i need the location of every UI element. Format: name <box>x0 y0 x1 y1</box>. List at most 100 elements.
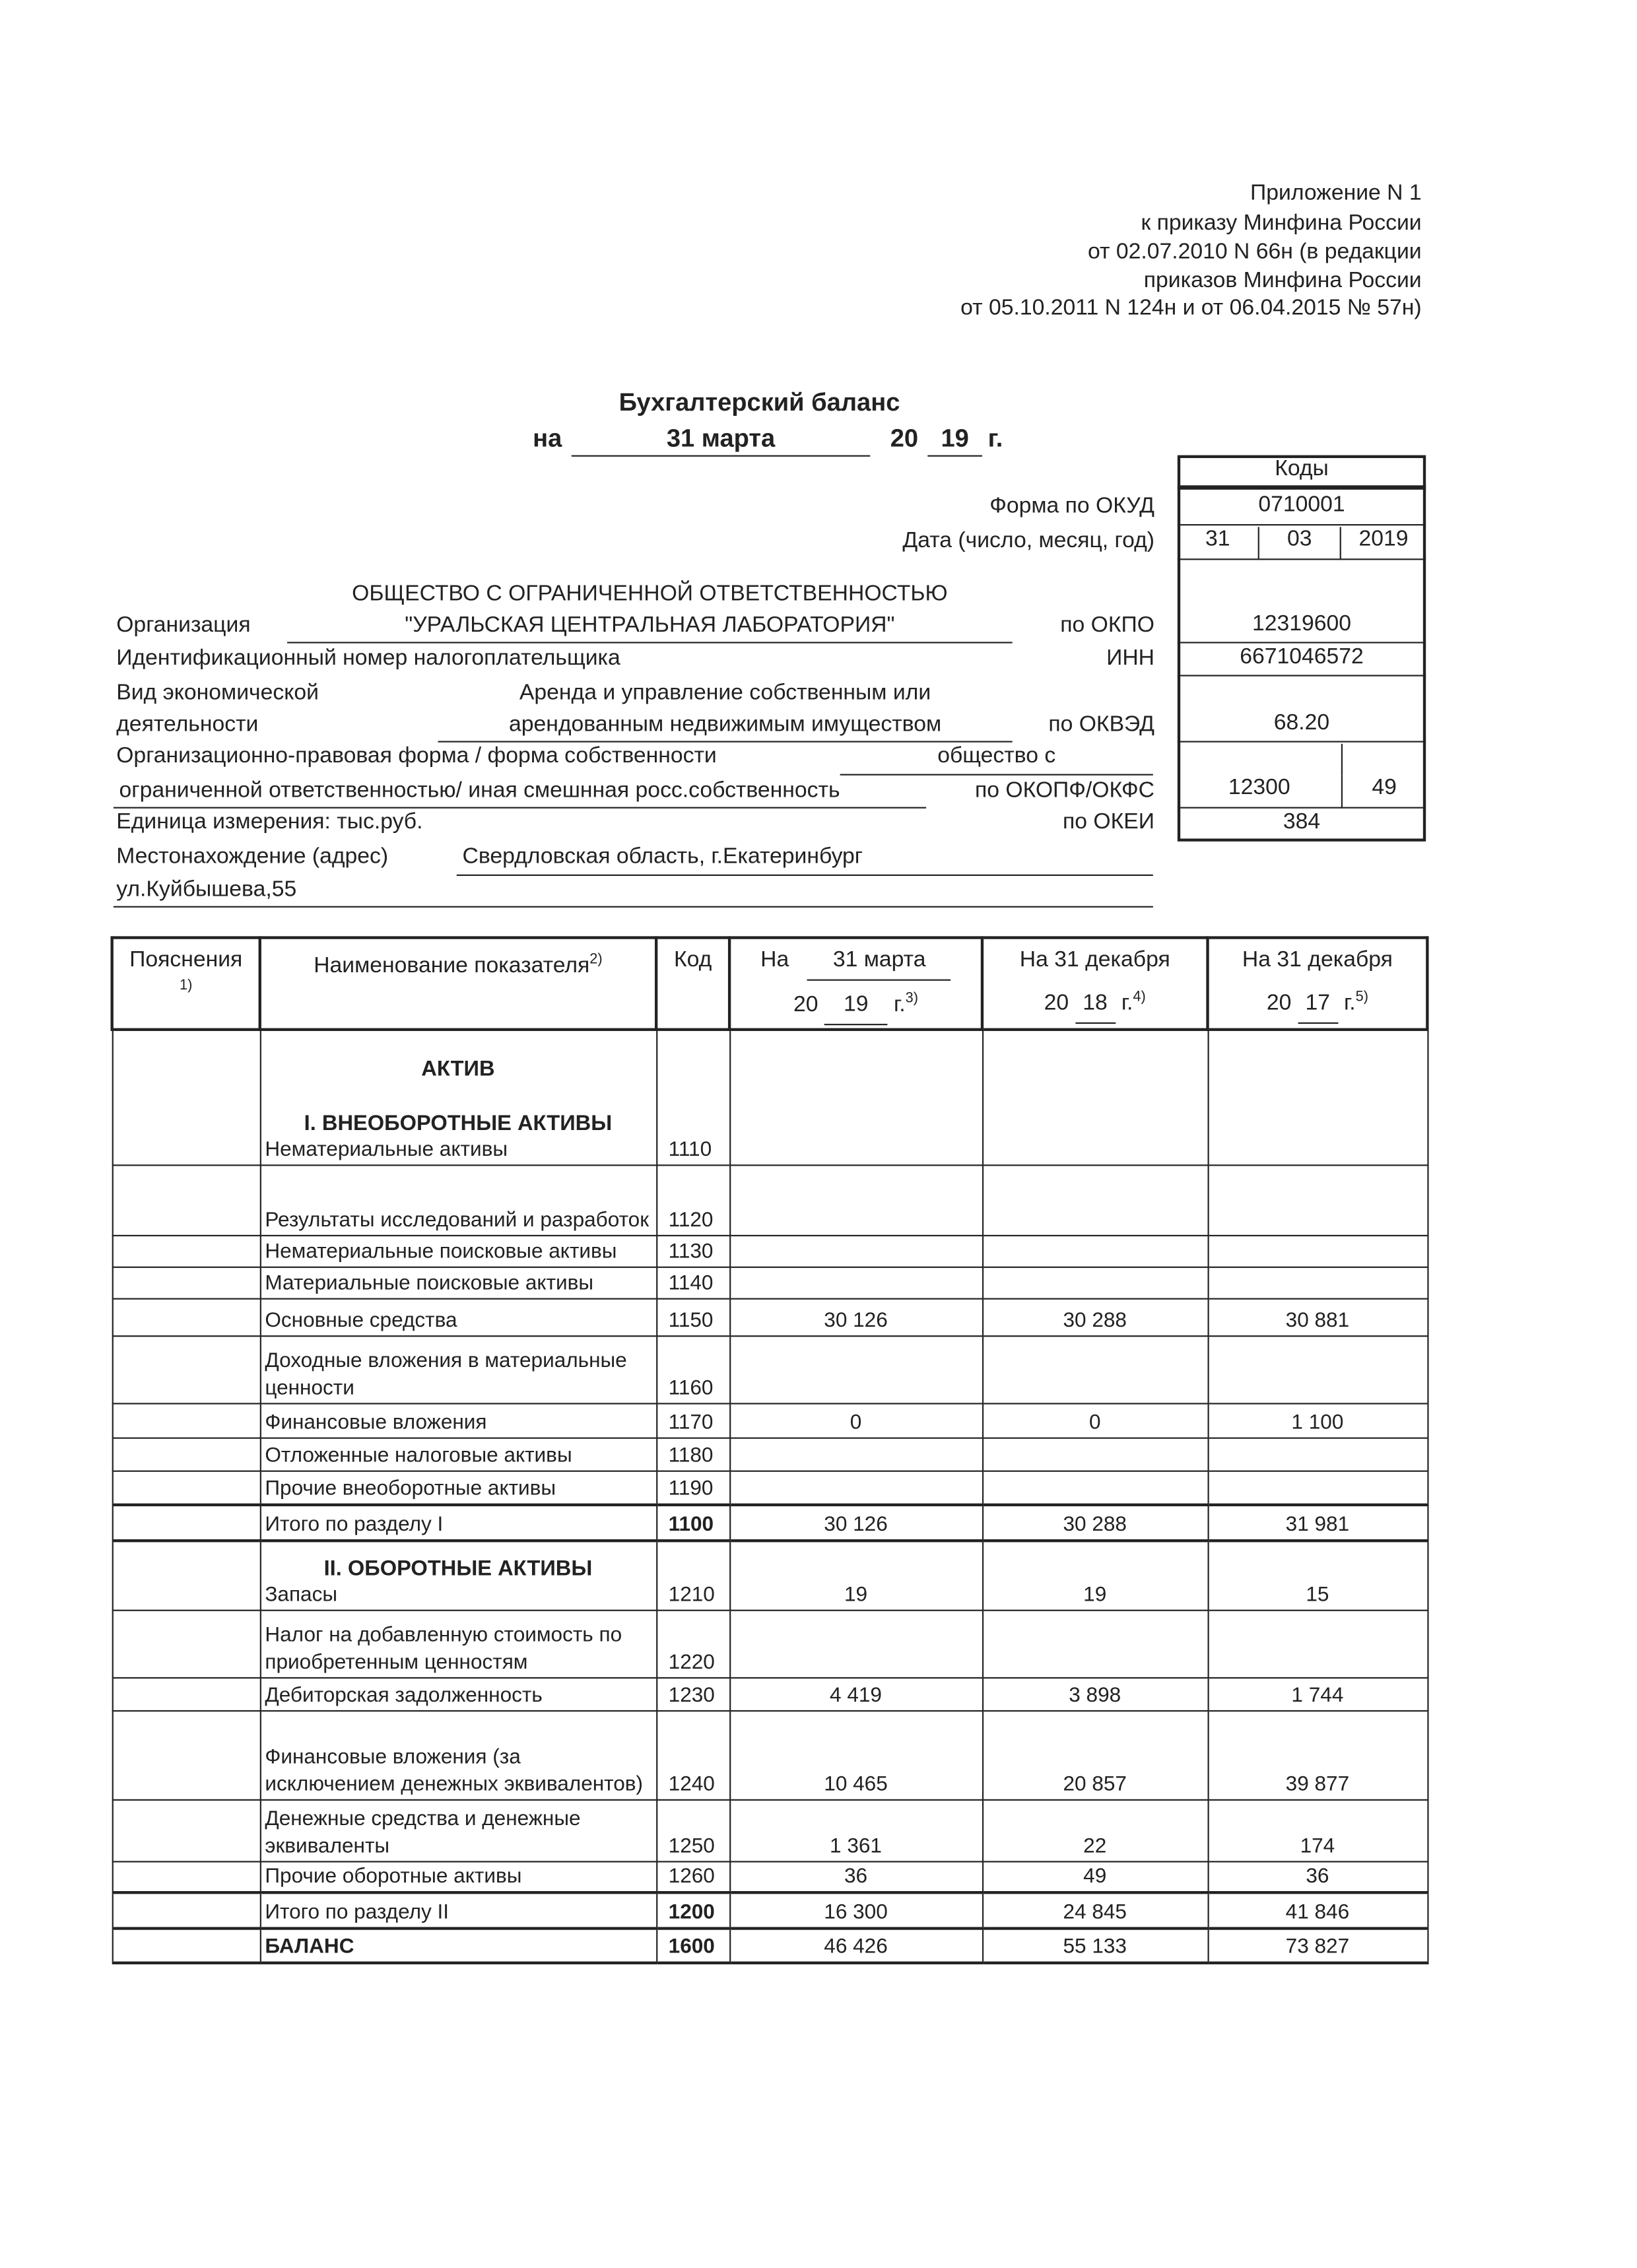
value-cell-3: 15 <box>1207 1540 1428 1611</box>
address-label: Местонахождение (адрес) <box>116 844 389 869</box>
indicator-name-cell: Результаты исследований и разработок <box>259 1164 657 1236</box>
notes-cell <box>111 1503 261 1543</box>
value-cell-3 <box>1207 1335 1428 1404</box>
notes-cell <box>111 1469 261 1506</box>
value-cell-3: 1 744 <box>1207 1677 1428 1712</box>
value-cell-3: 36 <box>1207 1860 1428 1894</box>
indicator-name: Финансовые вложения <box>265 1411 487 1434</box>
table-row: Прочие оборотные активы 1260 36 49 36 <box>111 1860 1428 1894</box>
indicator-name: Основные средства <box>265 1309 457 1333</box>
date-year: 2019 <box>1341 527 1426 560</box>
table-row: Финансовые вложения (за исключением дене… <box>111 1710 1428 1801</box>
value-cell-2 <box>981 1609 1209 1679</box>
okfs-code: 49 <box>1342 776 1426 809</box>
org-label: Организация <box>116 613 251 638</box>
inn-label: Идентификационный номер налогоплательщик… <box>116 646 620 671</box>
value-cell-2 <box>981 1234 1209 1268</box>
value-cell-2 <box>981 1265 1209 1299</box>
document-title: Бухгалтерский баланс <box>618 387 900 417</box>
indicator-name: Денежные средства и денежные эквиваленты <box>265 1807 581 1858</box>
notes-cell <box>111 1436 261 1472</box>
indicator-name: Нематериальные активы <box>265 1138 508 1162</box>
codes-box <box>1177 455 1426 842</box>
value-cell-1 <box>729 1335 984 1404</box>
header-col1: На 31 марта 20 19 г.3) <box>727 936 984 1032</box>
value-cell-3: 73 827 <box>1207 1927 1428 1965</box>
indicator-name: Нематериальные поисковые активы <box>265 1240 617 1263</box>
activity-value: Аренда и управление собственным или <box>519 681 931 706</box>
notes-cell <box>111 1799 261 1862</box>
value-cell-1 <box>729 1265 984 1299</box>
code-cell: 1120 <box>655 1164 731 1236</box>
value-cell-3: 41 846 <box>1207 1891 1428 1931</box>
table-row: Налог на добавленную стоимость по приобр… <box>111 1609 1428 1679</box>
indicator-name-cell: Финансовые вложения <box>259 1402 657 1439</box>
okud-label: Форма по ОКУД <box>989 494 1155 519</box>
value-cell-2: 19 <box>981 1540 1209 1611</box>
indicator-name-cell: Отложенные налоговые активы <box>259 1436 657 1472</box>
notes-cell <box>111 1029 261 1166</box>
table-row: АКТИВ I. ВНЕОБОРОТНЫЕ АКТИВЫ Нематериальны… <box>111 1029 1428 1166</box>
value-cell-2 <box>981 1335 1209 1404</box>
value-cell-2: 30 288 <box>981 1503 1209 1543</box>
notes-cell <box>111 1609 261 1679</box>
value-cell-3: 174 <box>1207 1799 1428 1862</box>
value-cell-3 <box>1207 1469 1428 1506</box>
value-cell-1: 46 426 <box>729 1927 984 1965</box>
value-cell-2: 30 288 <box>981 1297 1209 1337</box>
code-cell: 1140 <box>655 1265 731 1299</box>
code-cell: 1230 <box>655 1677 731 1712</box>
legal-form-value-2: ограниченной ответственностью/ иная смеш… <box>119 778 840 803</box>
report-year-suffix: г. <box>987 423 1003 453</box>
table-row: Денежные средства и денежные эквиваленты… <box>111 1799 1428 1862</box>
table-row: Итого по разделу II 1200 16 300 24 845 41 84… <box>111 1891 1428 1931</box>
balance-table: Пояснения 1) Наименование показателя2) Ко… <box>110 936 1429 1965</box>
indicator-name-cell: Налог на добавленную стоимость по приобр… <box>259 1609 657 1679</box>
code-cell: 1600 <box>655 1927 731 1965</box>
value-cell-1 <box>729 1436 984 1472</box>
okopf-code: 12300 <box>1177 775 1343 809</box>
notes-cell <box>111 1860 261 1894</box>
notes-cell <box>111 1540 261 1611</box>
value-cell-2: 20 857 <box>981 1710 1209 1801</box>
value-cell-1: 10 465 <box>729 1710 984 1801</box>
value-cell-1: 0 <box>729 1402 984 1439</box>
date-day: 31 <box>1177 527 1259 560</box>
value-cell-3 <box>1207 1164 1428 1236</box>
table-row: БАЛАНС 1600 46 426 55 133 73 827 <box>111 1927 1428 1965</box>
notes-cell <box>111 1891 261 1931</box>
okei-label: по ОКЕИ <box>1063 809 1155 834</box>
code-cell: 1110 <box>655 1029 731 1166</box>
code-cell: 1240 <box>655 1710 731 1801</box>
value-cell-3: 30 881 <box>1207 1297 1428 1337</box>
header-name: Наименование показателя2) <box>258 936 658 1032</box>
value-cell-1 <box>729 1609 984 1679</box>
value-cell-1: 4 419 <box>729 1677 984 1712</box>
indicator-name-cell: Прочие оборотные активы <box>259 1860 657 1894</box>
indicator-name-cell: Нематериальные поисковые активы <box>259 1234 657 1268</box>
indicator-name-cell: Денежные средства и денежные эквиваленты <box>259 1799 657 1862</box>
table-row: Материальные поисковые активы 1140 <box>111 1265 1428 1299</box>
code-cell: 1190 <box>655 1469 731 1506</box>
value-cell-1 <box>729 1029 984 1166</box>
indicator-name: Итого по разделу II <box>265 1901 450 1925</box>
okved-label: по ОКВЭД <box>1048 712 1155 737</box>
okpo-code: 12319600 <box>1177 612 1426 644</box>
value-cell-3 <box>1207 1436 1428 1472</box>
code-cell: 1170 <box>655 1402 731 1439</box>
notes-cell <box>111 1710 261 1801</box>
notes-cell <box>111 1164 261 1236</box>
notes-cell <box>111 1335 261 1404</box>
table-row: Результаты исследований и разработок 1120 <box>111 1164 1428 1236</box>
table-row: II. ОБОРОТНЫЕ АКТИВЫ Запасы 1210 19 19 15 <box>111 1540 1428 1611</box>
value-cell-2 <box>981 1436 1209 1472</box>
date-label: Дата (число, месяц, год) <box>902 528 1155 553</box>
indicator-name-cell: Итого по разделу II <box>259 1891 657 1931</box>
notes-cell <box>111 1297 261 1337</box>
code-cell: 1150 <box>655 1297 731 1337</box>
indicator-name-cell: II. ОБОРОТНЫЕ АКТИВЫ Запасы <box>259 1540 657 1611</box>
value-cell-1: 30 126 <box>729 1297 984 1337</box>
activity-value-2: арендованным недвижимым имуществом <box>508 712 942 737</box>
table-row: Основные средства 1150 30 126 30 288 30 881 <box>111 1297 1428 1337</box>
